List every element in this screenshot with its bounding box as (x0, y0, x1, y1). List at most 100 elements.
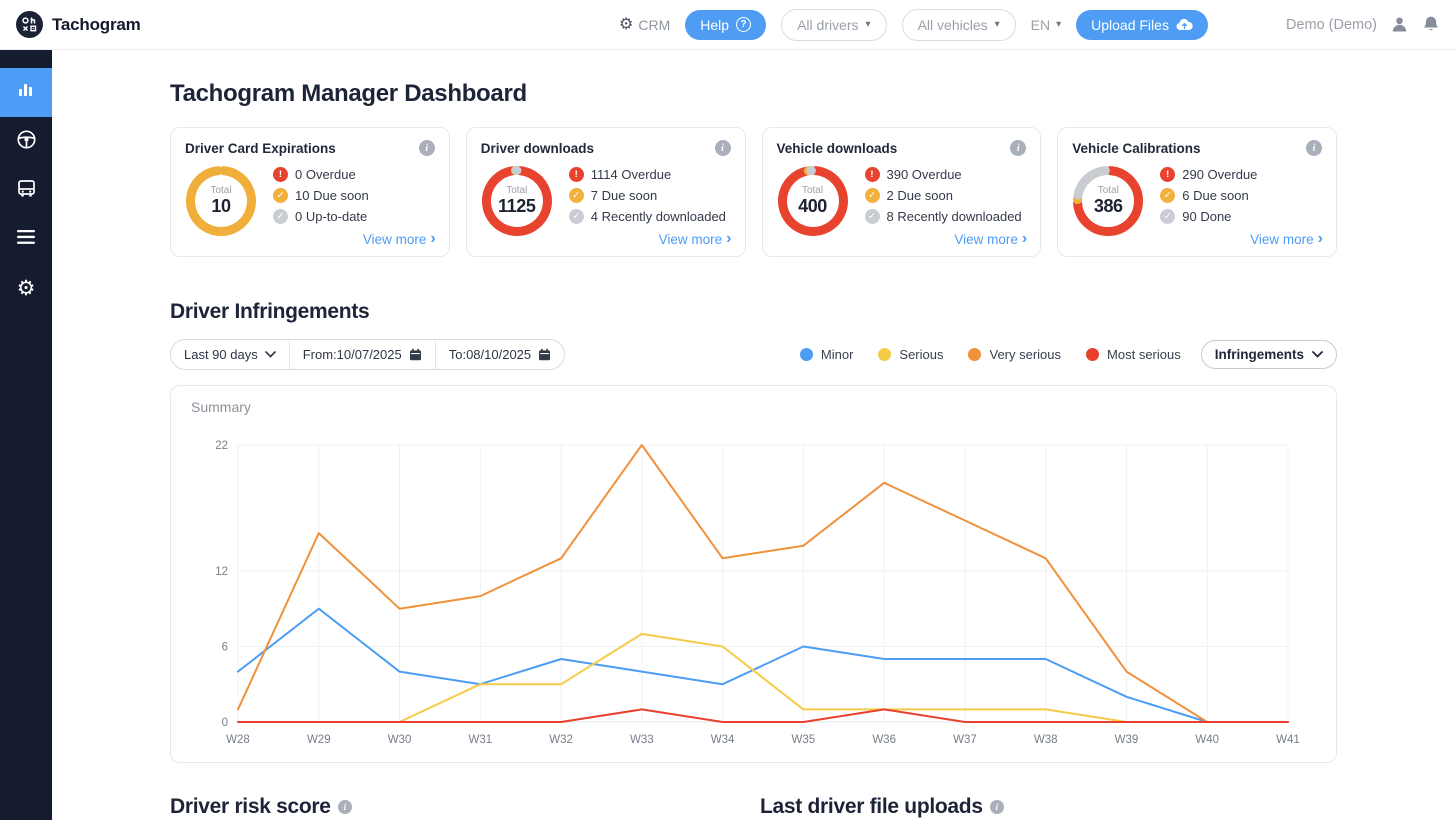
donut-chart: Total 10 (185, 165, 257, 237)
alert-icon: ! (273, 167, 288, 182)
card-driver-card-expirations: Driver Card Expirations i Total 10 ! 0 O… (170, 127, 450, 257)
svg-text:W33: W33 (630, 734, 654, 746)
card-vehicle-calibrations: Vehicle Calibrations i Total 386 ! 290 O… (1057, 127, 1337, 257)
info-icon[interactable]: i (337, 800, 352, 814)
svg-text:W41: W41 (1276, 734, 1300, 746)
info-icon[interactable]: i (418, 140, 435, 156)
donut-total-label: Total (1097, 184, 1119, 196)
check-icon: ✓ (864, 188, 880, 203)
sidebar-item-drivers[interactable] (0, 117, 52, 166)
vehicles-filter-label: All vehicles (917, 16, 988, 33)
chevron-down-icon (264, 351, 276, 358)
donut-total-value: 1125 (498, 196, 536, 217)
card-title: Driver Card Expirations (185, 140, 336, 156)
list-icon (16, 229, 36, 250)
card-title: Driver downloads (480, 140, 595, 156)
svg-text:W32: W32 (549, 734, 573, 746)
chevron-down-icon: ▾ (994, 18, 1000, 30)
info-icon[interactable]: i (1306, 140, 1322, 156)
sidebar-item-vehicles[interactable] (0, 166, 52, 215)
check-icon: ✓ (568, 209, 584, 224)
user-profile-icon[interactable] (1390, 15, 1409, 34)
question-icon: ? (736, 17, 752, 32)
legend-dot-very-serious (968, 348, 982, 361)
language-dropdown[interactable]: EN ▾ (1031, 17, 1061, 33)
legend-dot-most-serious (1086, 348, 1100, 361)
check-icon: ✓ (1160, 209, 1176, 224)
check-icon: ✓ (568, 188, 584, 203)
check-icon: ✓ (864, 209, 880, 224)
crm-link[interactable]: ⚙ CRM (619, 15, 670, 33)
legend-item-minor: Minor (799, 347, 853, 362)
card-driver-downloads: Driver downloads i Total 1125 ! 1114 Ove… (465, 127, 746, 257)
donut-total-label: Total (506, 184, 528, 196)
help-button[interactable]: Help ? (685, 9, 767, 40)
date-range-filter: Last 90 days From:10/07/2025 To:08/ (170, 339, 566, 370)
vehicles-filter-dropdown[interactable]: All vehicles ▾ (901, 8, 1016, 41)
check-icon: ✓ (273, 209, 288, 224)
brand-logo[interactable]: Tachogram (16, 11, 141, 38)
svg-text:W30: W30 (388, 734, 412, 746)
infringements-type-dropdown[interactable]: Infringements (1200, 340, 1337, 369)
info-icon[interactable]: i (1010, 140, 1027, 156)
date-from-input[interactable]: From:10/07/2025 (288, 340, 435, 369)
sidebar-item-reports[interactable] (0, 215, 52, 264)
notifications-bell-icon[interactable] (1422, 15, 1440, 34)
svg-text:W38: W38 (1034, 734, 1058, 746)
view-more-link[interactable]: View more › (658, 230, 732, 247)
legend-dot-minor (799, 348, 813, 361)
driver-risk-score-title: Driver risk score i (170, 795, 760, 819)
svg-text:22: 22 (215, 440, 228, 452)
drivers-filter-dropdown[interactable]: All drivers ▾ (781, 8, 887, 41)
card-title: Vehicle downloads (776, 140, 898, 156)
chevron-down-icon: ▾ (865, 18, 871, 30)
legend-dot-serious (878, 348, 892, 361)
last-driver-file-uploads-title: Last driver file uploads i (760, 795, 1337, 819)
svg-text:6: 6 (222, 641, 228, 653)
info-icon[interactable]: i (989, 800, 1004, 814)
topbar: Tachogram ⚙ CRM Help ? All drivers ▾ All… (0, 0, 1456, 50)
bar-chart-icon (16, 80, 36, 105)
card-vehicle-downloads: Vehicle downloads i Total 400 ! 390 Over… (761, 127, 1042, 257)
stat-row-overdue: ! 390 Overdue (864, 167, 1022, 182)
info-icon[interactable]: i (714, 140, 731, 156)
stat-row-done: ✓ 90 Done (1160, 209, 1257, 224)
view-more-link[interactable]: View more › (362, 230, 436, 247)
donut-total-label: Total (210, 184, 232, 196)
gear-icon: ⚙ (619, 15, 634, 33)
stat-row-overdue: ! 1114 Overdue (568, 167, 726, 182)
view-more-link[interactable]: View more › (954, 230, 1028, 247)
sidebar: ⚙ (0, 50, 52, 820)
donut-chart: Total 386 (1072, 165, 1144, 237)
alert-icon: ! (1160, 167, 1176, 182)
donut-total-value: 400 (798, 196, 827, 217)
upload-files-button[interactable]: Upload Files (1076, 9, 1208, 40)
donut-chart: Total 400 (777, 165, 849, 237)
date-to-input[interactable]: To:08/10/2025 (434, 340, 564, 369)
sidebar-item-settings[interactable]: ⚙ (0, 264, 52, 313)
alert-icon: ! (568, 167, 584, 182)
chart-legend: Minor Serious Very serious Most serious (799, 347, 1181, 362)
stat-row-ok: ✓ 0 Up-to-date (273, 209, 369, 224)
cloud-upload-icon (1176, 18, 1193, 31)
legend-item-serious: Serious (878, 347, 943, 362)
donut-total-value: 386 (1093, 196, 1123, 217)
view-more-link[interactable]: View more › (1250, 230, 1323, 247)
tachogram-logo-icon (16, 11, 43, 38)
topbar-controls: ⚙ CRM Help ? All drivers ▾ All vehicles … (619, 8, 1208, 41)
sidebar-item-dashboard[interactable] (0, 68, 52, 117)
chevron-right-icon: › (1021, 230, 1028, 247)
svg-text:W29: W29 (307, 734, 331, 746)
bus-icon (16, 178, 37, 204)
language-label: EN (1030, 16, 1051, 33)
infringements-section-title: Driver Infringements (170, 300, 370, 323)
range-preset-dropdown[interactable]: Last 90 days (171, 340, 289, 369)
help-label: Help (700, 16, 730, 33)
infringements-line-chart: 0 6 12 22 W28 W29 W30 W31 W32 W33 W34 W35 W36 W37 W38 W… (215, 440, 1300, 746)
svg-text:0: 0 (222, 717, 228, 729)
main-content: Tachogram Manager Dashboard Driver Card … (52, 50, 1456, 820)
svg-text:W40: W40 (1195, 734, 1219, 746)
stat-row-due-soon: ✓ 10 Due soon (273, 188, 369, 203)
stat-row-due-soon: ✓ 7 Due soon (568, 188, 726, 203)
svg-text:W31: W31 (468, 734, 492, 746)
